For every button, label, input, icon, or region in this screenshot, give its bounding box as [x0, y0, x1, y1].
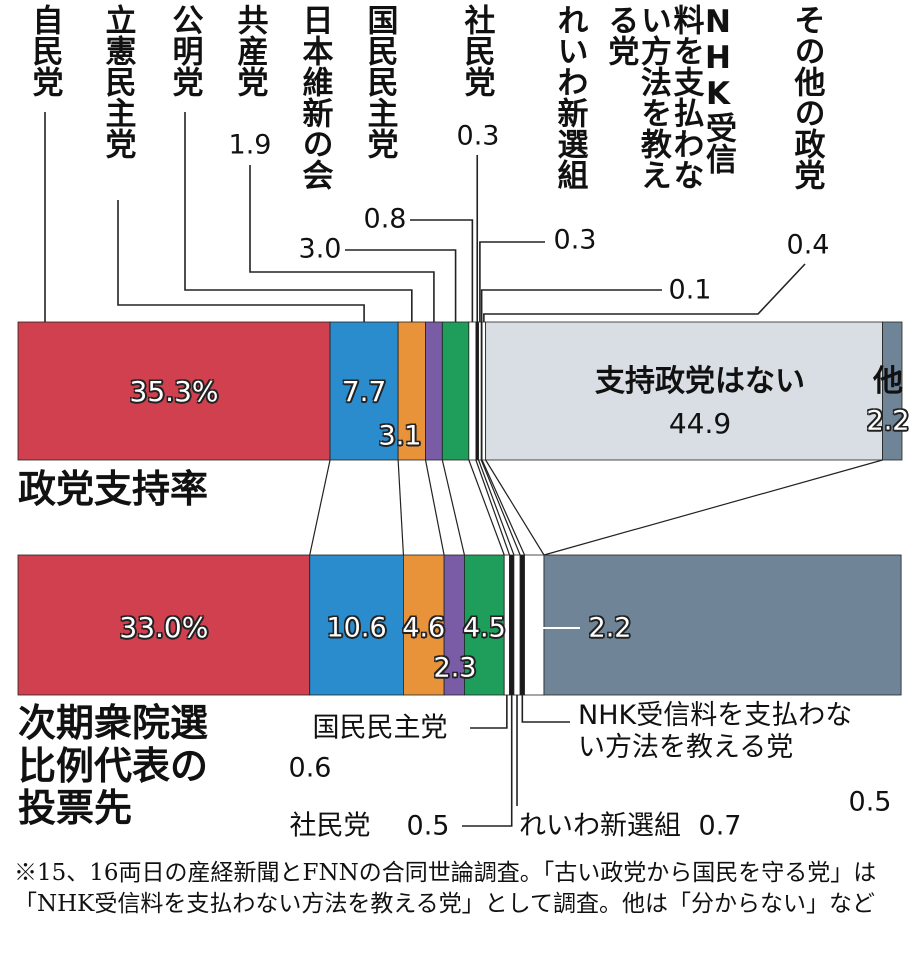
bar-segment [425, 321, 443, 461]
value-label: 3.1 [378, 420, 422, 452]
value-label: 0.7 [698, 810, 742, 842]
connector [309, 459, 331, 556]
bar-segment [403, 554, 445, 696]
leader-line [462, 695, 513, 827]
series-name: 政党支持率 [18, 467, 209, 511]
value-label: 0.6 [288, 752, 332, 784]
connector [397, 459, 405, 556]
category-label: その他の政党 [788, 4, 825, 190]
category-label: れいわ新選組 [551, 4, 588, 190]
value-label: 33.0% [119, 611, 209, 644]
category-label: 共産党 [231, 4, 268, 97]
value-label: 1.9 [228, 129, 272, 161]
connector [543, 459, 883, 556]
category-label: 他 [873, 364, 903, 399]
connector [475, 459, 511, 556]
value-label: 0.4 [786, 229, 830, 261]
category-label: れいわ新選組 [519, 810, 681, 842]
bar-segment [464, 554, 505, 696]
category-label: 立憲民主党 [99, 4, 136, 159]
category-label: NHK受信料を支払わない方法を教える党 [578, 700, 853, 764]
bar-segment [481, 321, 487, 461]
connector [424, 459, 445, 556]
category-label: 日本維新の会 [296, 4, 333, 190]
leader-line [345, 249, 457, 322]
bar-segment [309, 554, 404, 696]
value-label: 0.5 [848, 786, 892, 818]
leader-line [479, 241, 545, 322]
connector [478, 459, 515, 556]
value-label: 10.6 [326, 612, 387, 644]
category-label: 国民民主党 [312, 712, 448, 744]
leader-line [117, 200, 365, 322]
leader-line [483, 263, 806, 322]
value-label: 7.7 [341, 375, 387, 408]
leader-line [410, 219, 474, 322]
bar-segment [17, 554, 311, 696]
connector [480, 459, 521, 556]
leader-line [521, 695, 570, 723]
bar-segment [524, 554, 545, 696]
value-label: 4.6 [402, 612, 446, 644]
category-label: 自民党 [26, 4, 63, 97]
value-label: 2.3 [433, 652, 477, 684]
leader-line [184, 112, 413, 322]
category-label: 社民党 [458, 4, 495, 97]
category-label: 公明党 [166, 4, 203, 97]
value-label: 35.3% [129, 375, 219, 408]
leader-line [249, 165, 435, 322]
value-label: 0.1 [668, 274, 712, 306]
category-label: 国民民主党 [361, 4, 398, 159]
series-name: 次期衆院選比例代表の投票先 [18, 701, 209, 831]
value-label: 2.2 [588, 612, 632, 644]
connector [441, 459, 466, 556]
connector [485, 459, 545, 556]
value-label: 2.2 [866, 405, 910, 437]
category-label: 支持政党はない [595, 364, 805, 399]
value-label: 0.5 [406, 810, 450, 842]
bar-segment [513, 554, 521, 696]
bar-segment [882, 321, 903, 461]
bar-segment [485, 321, 883, 461]
bar-segment [519, 554, 525, 696]
bar-segment [329, 321, 399, 461]
value-label: 4.5 [462, 612, 506, 644]
leader-line [480, 289, 662, 322]
connector [468, 459, 505, 556]
category-label: NHK受信料を支払わない方法を教える党 [602, 4, 736, 190]
footnote: ※15、16両日の産経新聞とFNNの合同世論調査。「古い政党から国民を守る党」は… [14, 860, 877, 918]
value-label: 0.8 [363, 203, 407, 235]
value-label: 44.9 [668, 407, 732, 440]
value-label: 3.0 [298, 233, 342, 265]
leader-line [470, 695, 508, 729]
bar-segment [441, 321, 470, 461]
bar-segment [17, 321, 331, 461]
bar-segment [509, 554, 515, 696]
bar-segment [468, 321, 477, 461]
category-label: 社民党 [289, 810, 371, 842]
bar-segment [543, 554, 902, 696]
value-label: 0.3 [553, 224, 597, 256]
connector [481, 459, 526, 556]
value-label: 0.3 [456, 120, 500, 152]
